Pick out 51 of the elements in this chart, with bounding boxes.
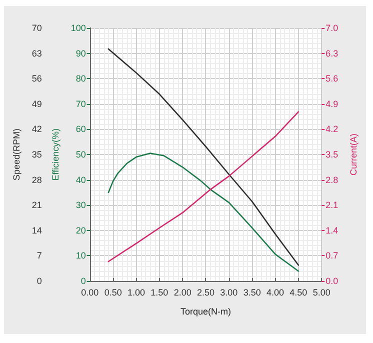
y-axis-title: Speed(RPM) xyxy=(12,128,22,181)
y-tick-label: 70 xyxy=(32,23,42,33)
x-axis-title: Torque(N-m) xyxy=(180,306,232,316)
line-series xyxy=(108,152,300,272)
y2-tick-label: 4.9 xyxy=(326,98,338,109)
y-tick-label: 28 xyxy=(32,174,42,185)
x-tick-label: 0.00 xyxy=(81,288,99,298)
x-tick-label: 1.50 xyxy=(150,288,168,298)
y3-tick-label: 50 xyxy=(76,150,86,160)
y2-tick-label: 7.0 xyxy=(326,23,338,33)
y-tick-label: 0 xyxy=(36,276,42,286)
y-tick-label: 21 xyxy=(32,200,42,210)
y2-tick-label: 0.0 xyxy=(326,276,338,286)
x-tick-label: 0.50 xyxy=(104,288,122,298)
y2-tick-label: 0.7 xyxy=(326,250,338,261)
x-tick-label: 3.00 xyxy=(220,288,238,298)
y3-tick-label: 80 xyxy=(76,74,86,84)
y3-tick-label: 0 xyxy=(80,276,86,286)
y2-tick-label: 3.5 xyxy=(326,150,338,160)
y3-axis-title: Efficiency(%) xyxy=(50,128,60,181)
x-tick-label: 2.50 xyxy=(196,288,215,298)
y3-tick-label: 70 xyxy=(76,98,86,109)
y-tick-label: 35 xyxy=(32,150,42,160)
x-tick-label: 2.00 xyxy=(174,288,192,298)
y3-tick-label: 100 xyxy=(70,23,86,33)
y3-tick-label: 20 xyxy=(76,225,86,236)
y3-tick-label: 10 xyxy=(76,250,86,261)
y2-tick-label: 4.2 xyxy=(326,124,338,134)
y2-tick-label: 2.8 xyxy=(326,174,338,185)
y-tick-label: 7 xyxy=(36,250,42,261)
y-tick-label: 49 xyxy=(32,98,42,109)
x-tick-label: 5.00 xyxy=(312,288,330,298)
y3-tick-label: 40 xyxy=(76,174,86,185)
y3-tick-label: 30 xyxy=(76,200,86,210)
y-tick-label: 56 xyxy=(32,74,42,84)
y3-tick-label: 90 xyxy=(76,48,86,58)
y2-tick-label: 5.6 xyxy=(326,74,338,84)
y-tick-label: 63 xyxy=(32,48,42,58)
y2-tick-label: 2.1 xyxy=(326,200,338,210)
line-series xyxy=(108,111,300,262)
x-tick-label: 3.50 xyxy=(243,288,261,298)
x-tick-label: 1.00 xyxy=(127,288,146,298)
x-tick-label: 4.50 xyxy=(290,288,308,298)
y2-tick-label: 1.4 xyxy=(326,225,338,236)
y-tick-label: 42 xyxy=(32,124,42,134)
y-tick-label: 14 xyxy=(32,225,42,236)
y3-tick-label: 60 xyxy=(76,124,86,134)
y2-tick-label: 6.3 xyxy=(326,48,338,58)
y2-axis-title: Current(A) xyxy=(348,133,358,176)
x-tick-label: 4.00 xyxy=(266,288,284,298)
line-series xyxy=(108,48,300,266)
